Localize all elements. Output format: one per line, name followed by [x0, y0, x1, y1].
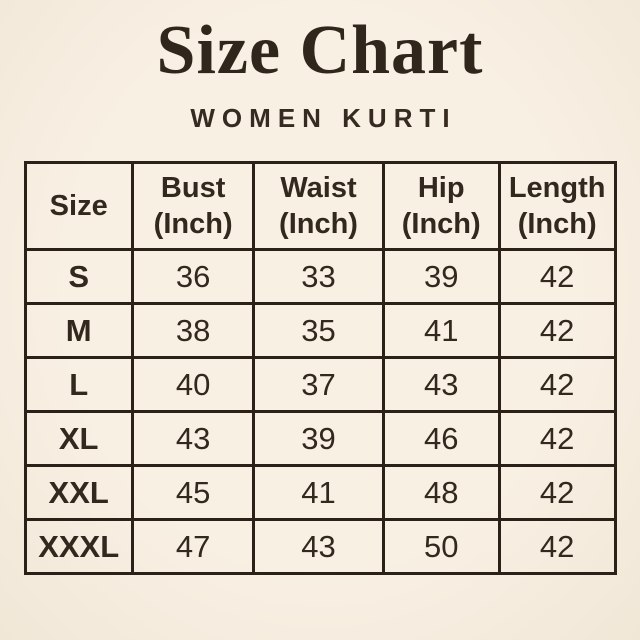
length-cell: 42 [497, 464, 617, 522]
length-cell: 42 [497, 410, 617, 468]
table-row-xxl: XXL 45 41 48 42 [23, 464, 617, 522]
table-row-xl: XL 43 39 46 42 [23, 410, 617, 468]
column-name: Waist [280, 171, 357, 204]
column-header-size: Size [23, 161, 134, 252]
hip-cell: 39 [381, 248, 501, 306]
hip-cell: 50 [381, 518, 501, 576]
size-table: Size Bust (Inch) Waist (Inch) Hip (Inch)… [23, 161, 617, 576]
page-title: Size Chart [156, 12, 484, 89]
column-unit: (Inch) [279, 208, 358, 241]
table-row-m: M 38 35 41 42 [23, 302, 617, 360]
length-cell: 42 [497, 302, 617, 360]
waist-cell: 43 [252, 518, 385, 576]
column-header-length: Length (Inch) [497, 161, 617, 252]
column-unit: (Inch) [517, 208, 597, 241]
column-name: Length [508, 171, 606, 204]
size-cell: XL [23, 410, 134, 468]
column-name: Bust [160, 171, 226, 204]
length-cell: 42 [497, 356, 617, 414]
column-header-bust: Bust (Inch) [130, 161, 256, 252]
page-subtitle: WOMEN KURTI [190, 103, 457, 134]
column-header-waist: Waist (Inch) [252, 161, 385, 252]
waist-cell: 39 [252, 410, 385, 468]
bust-cell: 38 [130, 302, 256, 360]
column-name: Hip [417, 171, 465, 204]
bust-cell: 45 [130, 464, 256, 522]
length-cell: 42 [497, 518, 617, 576]
bust-cell: 47 [130, 518, 256, 576]
hip-cell: 43 [381, 356, 501, 414]
column-header-hip: Hip (Inch) [381, 161, 501, 252]
column-name: Size [49, 190, 108, 223]
bust-cell: 43 [130, 410, 256, 468]
waist-cell: 37 [252, 356, 385, 414]
table-row-xxxl: XXXL 47 43 50 42 [23, 518, 617, 576]
waist-cell: 41 [252, 464, 385, 522]
size-cell: XXL [23, 464, 134, 522]
hip-cell: 48 [381, 464, 501, 522]
size-cell: XXXL [23, 518, 134, 576]
column-unit: (Inch) [401, 208, 481, 241]
waist-cell: 35 [252, 302, 385, 360]
column-unit: (Inch) [153, 208, 233, 241]
table-header-row: Size Bust (Inch) Waist (Inch) Hip (Inch)… [23, 161, 617, 252]
size-cell: L [23, 356, 134, 414]
length-cell: 42 [497, 248, 617, 306]
bust-cell: 40 [130, 356, 256, 414]
waist-cell: 33 [252, 248, 385, 306]
bust-cell: 36 [130, 248, 256, 306]
table-row-l: L 40 37 43 42 [23, 356, 617, 414]
size-cell: M [23, 302, 134, 360]
size-cell: S [23, 248, 134, 306]
hip-cell: 46 [381, 410, 501, 468]
table-row-s: S 36 33 39 42 [23, 248, 617, 306]
hip-cell: 41 [381, 302, 501, 360]
